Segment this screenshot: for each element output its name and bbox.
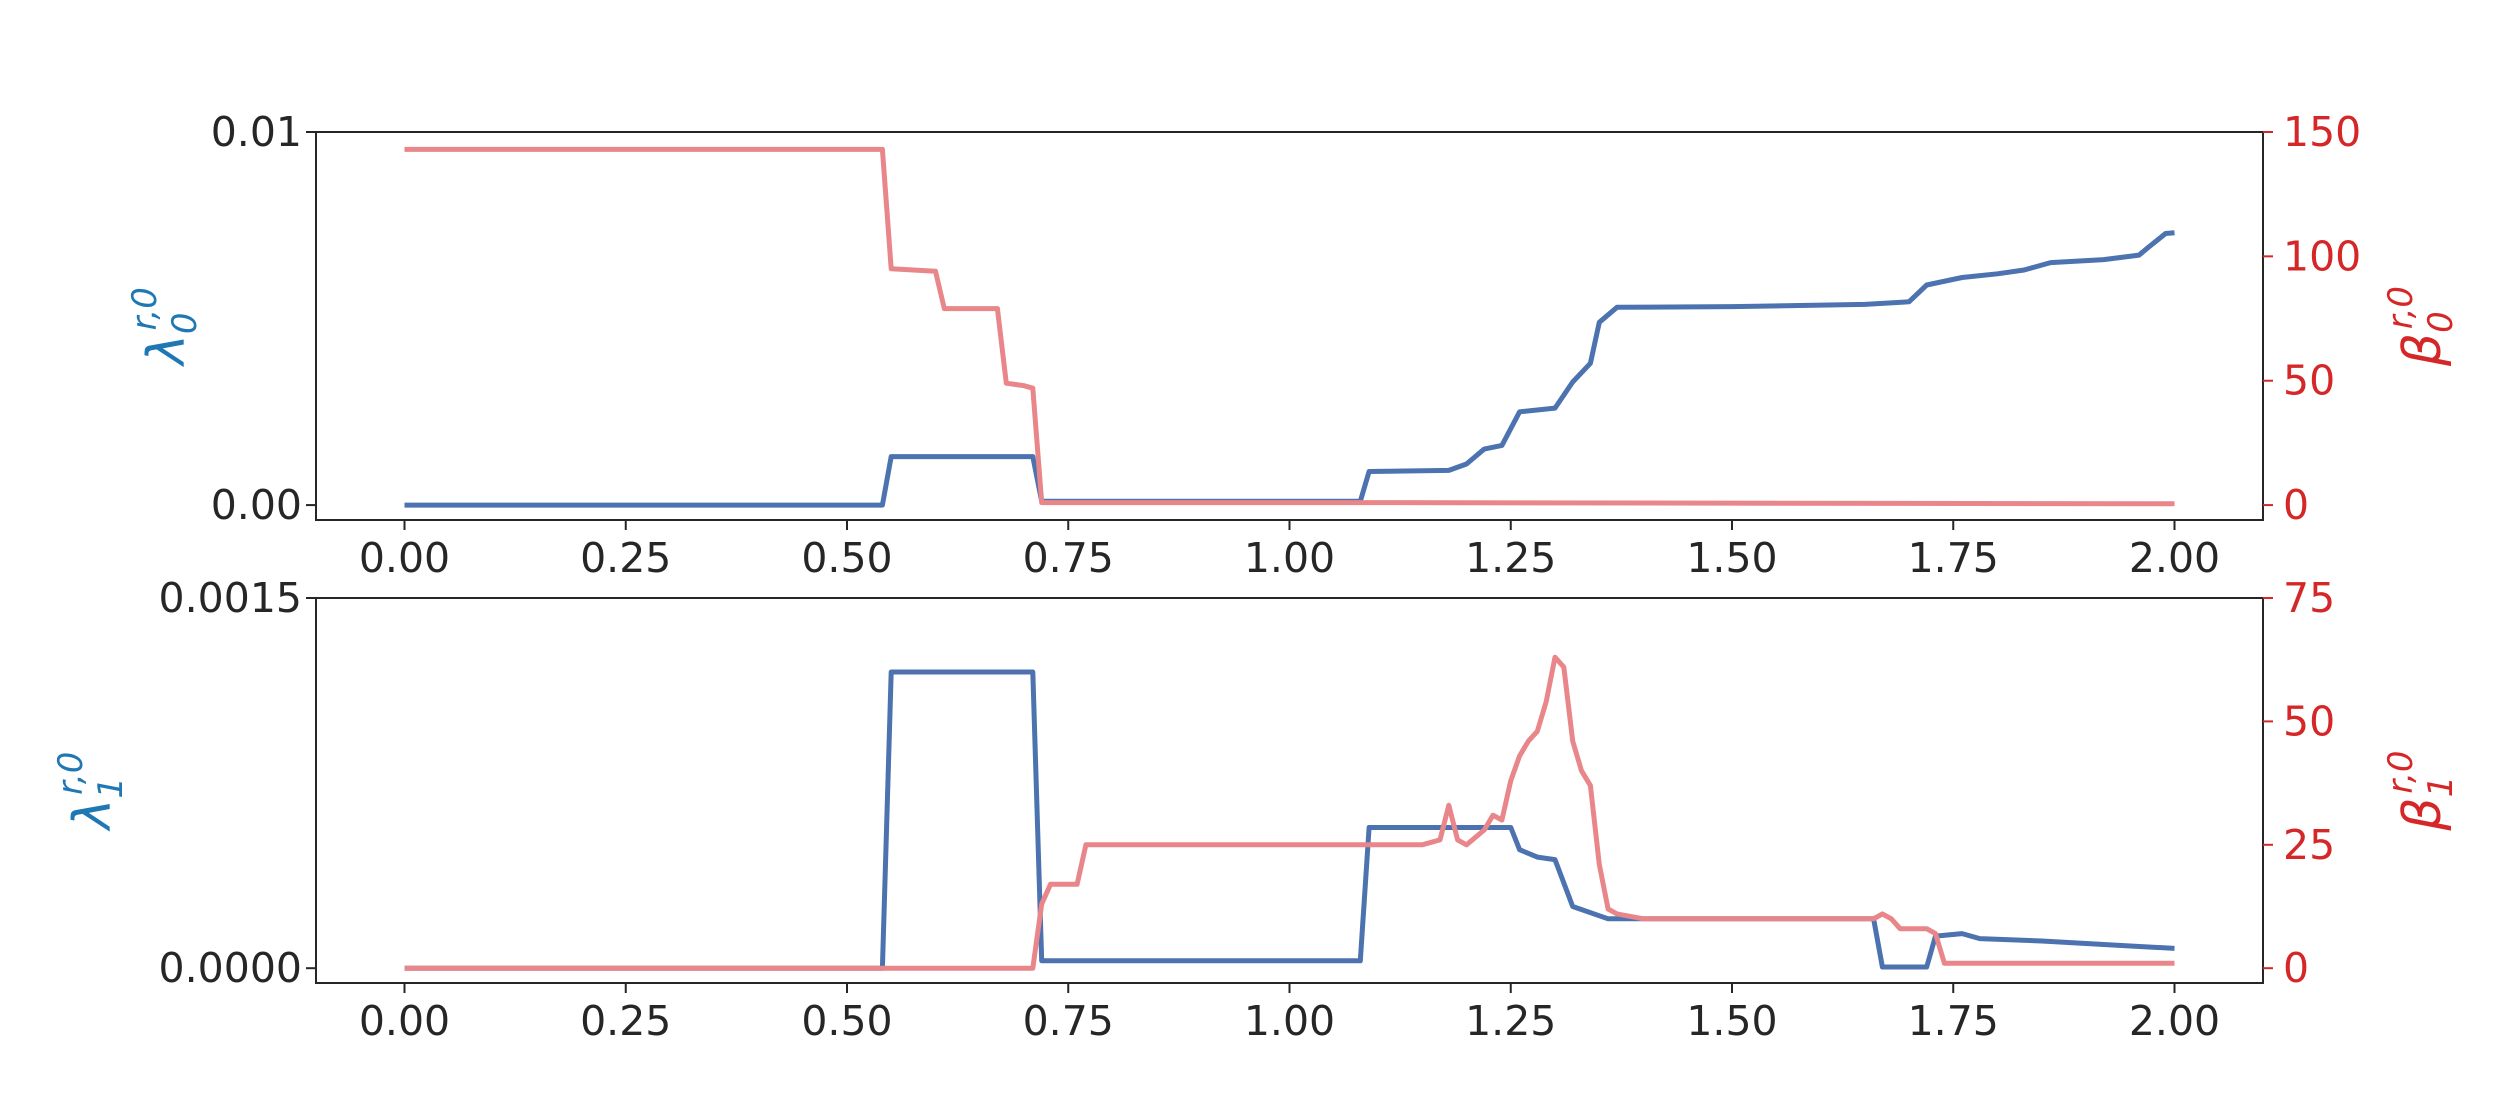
bottom-y-left-axis-title: λ1r,0 — [51, 752, 131, 833]
bottom-y-right-axis-title: β1r,0 — [2381, 750, 2461, 831]
top-y-right-tick-label: 50 — [2283, 357, 2335, 405]
bottom-y-right-tick-label: 75 — [2283, 574, 2335, 622]
top-y-left-tick-label: 0.00 — [211, 481, 302, 529]
bottom-x-tick-label: 1.00 — [1244, 997, 1335, 1045]
top-y-left-tick-label: 0.01 — [211, 108, 302, 156]
top-y-right-axis-title: β0r,0 — [2381, 286, 2461, 367]
bottom-x-tick-label: 0.75 — [1023, 997, 1114, 1045]
bottom-y-right-tick-label: 25 — [2283, 821, 2335, 869]
bottom-plot-frame — [315, 597, 2264, 984]
bottom-x-tick-label: 0.50 — [801, 997, 892, 1045]
top-y-right-tick-label: 100 — [2283, 232, 2361, 280]
top-plot-frame — [315, 131, 2264, 521]
top-y-left-axis-title: λ0r,0 — [125, 287, 205, 368]
top-panel: 0.00 0.25 0.50 0.75 1.00 1.25 1.50 1.75 2.00 0.00… — [125, 108, 2461, 582]
bottom-x-tick-label: 0.25 — [580, 997, 671, 1045]
top-x-tick-label: 0.75 — [1023, 534, 1114, 582]
top-x-tick-label: 2.00 — [2129, 534, 2220, 582]
top-x-tick-label: 1.50 — [1686, 534, 1777, 582]
bottom-x-tick-label: 1.50 — [1686, 997, 1777, 1045]
bottom-y-right-tick-label: 0 — [2283, 944, 2309, 992]
bottom-y-right-tick-label: 50 — [2283, 697, 2335, 745]
top-x-tick-label: 1.75 — [1908, 534, 1999, 582]
bottom-y-left-tick-label: 0.0015 — [159, 574, 302, 622]
bottom-right-series-line — [404, 654, 2175, 971]
top-left-series-line — [404, 230, 2175, 508]
bottom-left-series-line — [404, 669, 2175, 971]
top-y-right-tick-label: 150 — [2283, 108, 2361, 156]
bottom-x-tick-label: 0.00 — [359, 997, 450, 1045]
bottom-x-tick-label: 2.00 — [2129, 997, 2220, 1045]
bottom-x-tick-label: 1.25 — [1465, 997, 1556, 1045]
top-y-right-tick-label: 0 — [2283, 481, 2309, 529]
top-right-series-line — [404, 146, 2175, 507]
bottom-x-tick-label: 1.75 — [1908, 997, 1999, 1045]
top-x-tick-label: 0.25 — [580, 534, 671, 582]
bottom-panel: 0.00 0.25 0.50 0.75 1.00 1.25 1.50 1.75 2.00 0.00… — [51, 574, 2461, 1045]
top-x-tick-label: 1.00 — [1244, 534, 1335, 582]
top-x-tick-label: 1.25 — [1465, 534, 1556, 582]
top-x-tick-label: 0.00 — [359, 534, 450, 582]
top-x-tick-label: 0.50 — [801, 534, 892, 582]
bottom-y-left-tick-label: 0.0000 — [159, 944, 302, 992]
